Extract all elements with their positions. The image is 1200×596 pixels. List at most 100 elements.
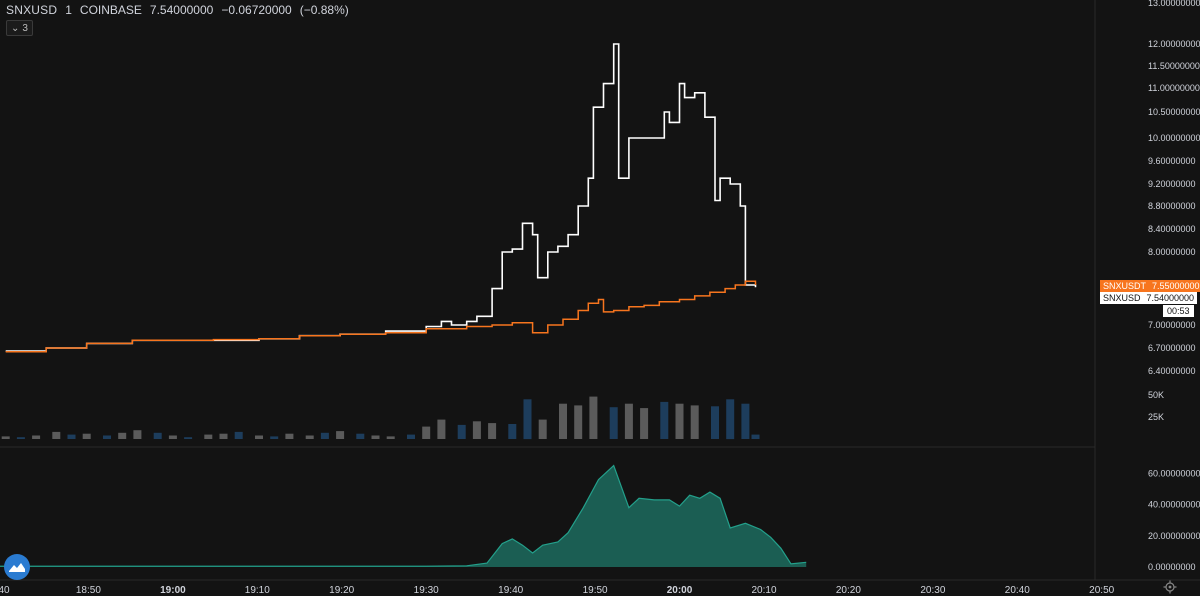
volume-bar (675, 403, 684, 439)
volume-bar (559, 403, 567, 439)
volume-bar (690, 405, 699, 439)
tradingview-logo-icon[interactable] (4, 554, 30, 580)
exchange-label: COINBASE (79, 3, 142, 17)
volume-bar (270, 436, 279, 439)
volume-bar (168, 435, 177, 439)
volume-tick-label: 25K (1148, 412, 1164, 422)
time-tick-label: 19:20 (329, 585, 354, 596)
time-tick-label: 20:30 (920, 585, 945, 596)
volume-bar (356, 433, 365, 439)
volume-bar (751, 434, 760, 439)
price-change-percent: (−0.88%) (299, 3, 349, 17)
snxusdt-symbol-label: SNXUSDT (1103, 281, 1147, 291)
price-tick-label: 11.00000000 (1148, 83, 1200, 93)
price-tick-label: 8.00000000 (1148, 247, 1196, 257)
time-tick-label: 20:20 (836, 585, 861, 596)
volume-bar (508, 424, 517, 439)
volume-bar (118, 432, 127, 439)
price-tick-label: 10.00000000 (1148, 133, 1200, 143)
area-tick-label: 20.00000000 (1148, 531, 1200, 541)
volume-bar (219, 433, 228, 439)
volume-bar (285, 433, 294, 439)
time-tick-label: 19:30 (414, 585, 439, 596)
volume-bar (624, 403, 633, 439)
volume-bar (67, 434, 76, 439)
time-tick-label: 19:00 (160, 585, 186, 596)
indicators-toggle-button[interactable]: ⌄ 3 (6, 20, 33, 36)
area-line (0, 464, 807, 567)
volume-bar (457, 424, 466, 439)
snxusd-price-label: 7.54000000 (1146, 293, 1195, 303)
symbol-legend[interactable]: SNXUSD 1 COINBASE 7.54000000 −0.06720000… (6, 3, 349, 17)
last-price: 7.54000000 (149, 3, 214, 17)
volume-bar (184, 437, 193, 439)
volume-bar (538, 419, 547, 439)
volume-bar (741, 403, 750, 439)
time-tick-label: 20:00 (667, 585, 693, 596)
volume-bar (52, 431, 61, 439)
volume-bar (153, 432, 162, 439)
volume-bar (103, 435, 111, 439)
price-tick-label: 9.20000000 (1148, 179, 1196, 189)
volume-bar (437, 419, 446, 439)
area-tick-label: 40.00000000 (1148, 500, 1200, 510)
price-change: −0.06720000 (221, 3, 292, 17)
price-tick-label: 12.00000000 (1148, 39, 1200, 49)
price-tick-label: 6.40000000 (1148, 366, 1196, 376)
volume-bar (609, 407, 618, 439)
volume-bar (16, 437, 25, 439)
symbol-name[interactable]: SNXUSD (6, 3, 58, 17)
bar-countdown: 00:53 (1163, 305, 1194, 317)
volume-bar (488, 423, 497, 439)
time-axis[interactable]: 40 18:50 19:00 19:10 19:20 19:30 19:40 19:50 20:… (0, 585, 1115, 596)
price-tick-label: 9.60000000 (1148, 156, 1196, 166)
volume-axis[interactable]: 50K 25K (1148, 390, 1164, 422)
time-tick-label: 19:40 (498, 585, 523, 596)
time-tick-label: 20:10 (751, 585, 776, 596)
volume-bar (320, 432, 329, 439)
price-tick-label: 7.00000000 (1148, 320, 1196, 330)
price-pane (5, 43, 757, 353)
time-tick-label: 20:50 (1089, 585, 1114, 596)
price-tick-label: 11.50000000 (1148, 61, 1200, 71)
volume-bar (660, 401, 669, 439)
volume-bar (1, 436, 10, 439)
price-tick-label: 13.00000000 (1148, 0, 1200, 8)
volume-bar (133, 430, 142, 439)
price-tick-label: 8.80000000 (1148, 201, 1196, 211)
area-indicator-pane (0, 464, 807, 567)
volume-bar (574, 405, 583, 439)
volume-bar (371, 435, 380, 439)
volume-bar (472, 421, 481, 439)
price-axis[interactable]: 13.00000000 12.00000000 11.50000000 11.0000… (1148, 0, 1200, 376)
volume-bar (32, 435, 41, 439)
interval-label[interactable]: 1 (65, 3, 72, 17)
volume-bar (255, 435, 263, 439)
volume-bar (711, 406, 719, 439)
snxusdt-price-label: 7.55000000 (1152, 281, 1200, 291)
snxusd-symbol-label: SNXUSD (1103, 293, 1141, 303)
area-tick-label: 60.00000000 (1148, 468, 1200, 478)
indicator-count: 3 (22, 22, 28, 34)
volume-bar (386, 436, 395, 439)
area-fill (0, 465, 807, 567)
volume-bar (305, 435, 314, 439)
volume-bar (204, 434, 213, 439)
time-tick-label: 19:10 (245, 585, 270, 596)
area-indicator-axis[interactable]: 60.00000000 40.00000000 20.00000000 0.00000… (1148, 468, 1200, 572)
snxusdt-price-tag: SNXUSDT 7.55000000 (1100, 280, 1200, 292)
volume-bar (407, 434, 415, 439)
gear-icon[interactable] (1163, 580, 1177, 594)
volume-bar (336, 431, 345, 439)
area-tick-label: 0.00000000 (1148, 562, 1196, 572)
time-tick-label: 19:50 (583, 585, 608, 596)
snxusd-price-tag: SNXUSD 7.54000000 (1100, 292, 1198, 304)
volume-bar (640, 408, 649, 439)
series-snxusdt-line (5, 280, 757, 353)
volume-bar (523, 399, 532, 440)
time-tick-label: 18:50 (76, 585, 101, 596)
logo-glyph (9, 563, 25, 572)
volume-bar (726, 399, 735, 440)
volume-bar (422, 426, 431, 439)
